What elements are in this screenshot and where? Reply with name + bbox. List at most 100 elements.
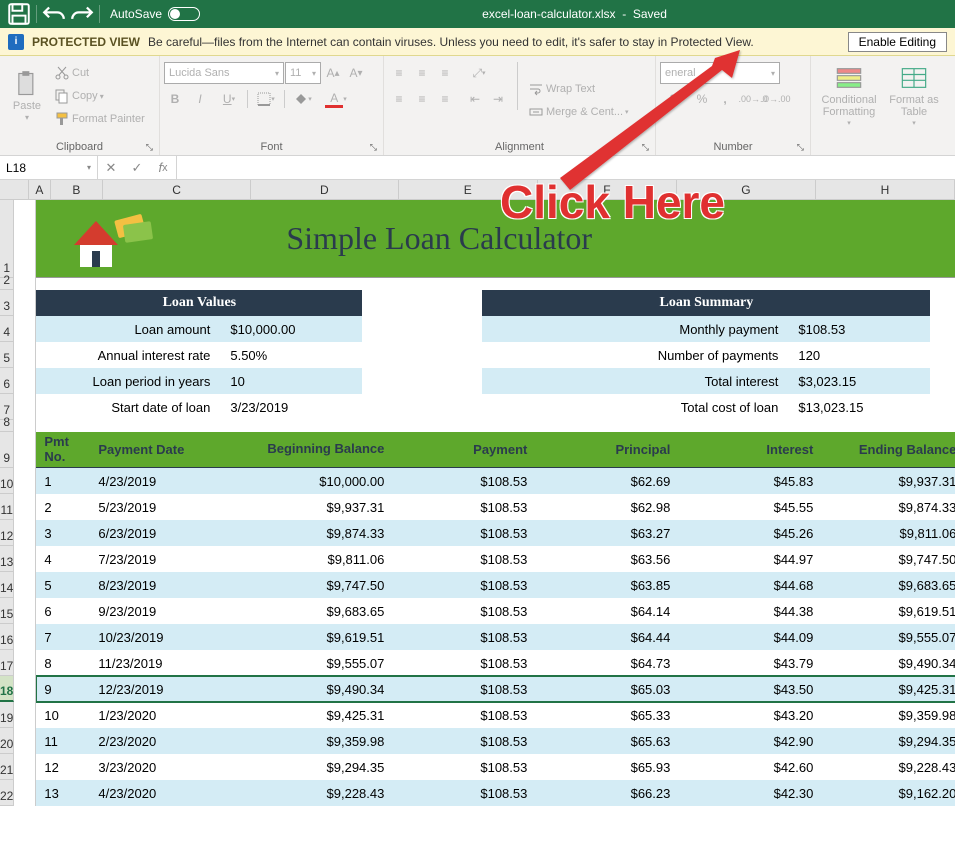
row-header[interactable]: 1	[0, 200, 14, 278]
fill-color-button[interactable]: ▾	[288, 88, 318, 110]
fx-icon[interactable]: fx	[150, 160, 176, 175]
wrap-text-button[interactable]: Wrap Text	[526, 78, 631, 100]
row-header[interactable]: 22	[0, 780, 14, 806]
font-size-select[interactable]: 11▾	[285, 62, 321, 84]
decrease-font-icon[interactable]: A▾	[345, 62, 367, 84]
save-icon[interactable]	[6, 3, 32, 25]
col-header-h[interactable]: H	[816, 180, 955, 199]
col-header-f[interactable]: F	[538, 180, 677, 199]
format-as-table-button[interactable]: Format as Table▾	[885, 58, 943, 134]
payment-row[interactable]: 123/23/2020$9,294.35$108.53$65.93$42.60$…	[36, 754, 955, 780]
increase-font-icon[interactable]: A▴	[322, 62, 344, 84]
row-header[interactable]: 2	[0, 278, 14, 290]
col-ending-balance: Ending Balance	[823, 442, 955, 457]
row-header[interactable]: 9	[0, 432, 14, 468]
font-color-button[interactable]: A▾	[321, 88, 351, 110]
clipboard-group-label: Clipboard⤡	[4, 139, 155, 155]
payment-row[interactable]: 58/23/2019$9,747.50$108.53$63.85$44.68$9…	[36, 572, 955, 598]
row-header[interactable]: 12	[0, 520, 14, 546]
cell-date: 1/23/2020	[90, 708, 242, 723]
row-header[interactable]: 10	[0, 468, 14, 494]
bold-button[interactable]: B	[164, 88, 186, 110]
row-header[interactable]: 8	[0, 420, 14, 432]
row-header[interactable]: 20	[0, 728, 14, 754]
payment-row[interactable]: 134/23/2020$9,228.43$108.53$66.23$42.30$…	[36, 780, 955, 806]
row-header[interactable]: 4	[0, 316, 14, 342]
row-header[interactable]: 6	[0, 368, 14, 394]
undo-icon[interactable]	[41, 3, 67, 25]
paste-button[interactable]: Paste ▾	[4, 58, 50, 134]
col-header-b[interactable]: B	[51, 180, 104, 199]
row-header[interactable]: 18	[0, 676, 14, 702]
comma-button[interactable]: ,	[714, 88, 736, 110]
row-header[interactable]: 17	[0, 650, 14, 676]
redo-icon[interactable]	[69, 3, 95, 25]
conditional-formatting-button[interactable]: Conditional Formatting▾	[815, 58, 883, 134]
payment-row[interactable]: 25/23/2019$9,937.31$108.53$62.98$45.55$9…	[36, 494, 955, 520]
copy-button[interactable]: Copy ▾	[52, 85, 147, 107]
cell-ending: $9,619.51	[823, 604, 955, 619]
decrease-decimal-icon[interactable]: .0→.00	[765, 88, 787, 110]
font-name-select[interactable]: Lucida Sans▾	[164, 62, 284, 84]
italic-button[interactable]: I	[189, 88, 211, 110]
orientation-icon[interactable]: ⤢▾	[464, 62, 494, 84]
row-header[interactable]: 15	[0, 598, 14, 624]
payment-row[interactable]: 811/23/2019$9,555.07$108.53$64.73$43.79$…	[36, 650, 955, 676]
accounting-format-button[interactable]: $▾	[660, 88, 690, 110]
scissors-icon	[54, 65, 70, 81]
align-middle-icon[interactable]: ≡	[411, 62, 433, 84]
align-right-icon[interactable]: ≡	[434, 88, 456, 110]
align-top-icon[interactable]: ≡	[388, 62, 410, 84]
row-header[interactable]: 21	[0, 754, 14, 780]
cancel-formula-icon[interactable]: ✕	[98, 160, 124, 176]
borders-button[interactable]: ▾	[251, 88, 281, 110]
payment-row[interactable]: 710/23/2019$9,619.51$108.53$64.44$44.09$…	[36, 624, 955, 650]
payment-row[interactable]: 69/23/2019$9,683.65$108.53$64.14$44.38$9…	[36, 598, 955, 624]
toggle-off-icon[interactable]	[168, 7, 200, 21]
enable-editing-button[interactable]: Enable Editing	[848, 32, 947, 52]
formula-input[interactable]	[177, 156, 955, 179]
col-header-a[interactable]: A	[29, 180, 50, 199]
payment-row[interactable]: 36/23/2019$9,874.33$108.53$63.27$45.26$9…	[36, 520, 955, 546]
name-box[interactable]: L18▾	[0, 156, 98, 179]
payment-row[interactable]: 101/23/2020$9,425.31$108.53$65.33$43.20$…	[36, 702, 955, 728]
cut-button[interactable]: Cut	[52, 62, 147, 84]
row-header[interactable]: 14	[0, 572, 14, 598]
row-header[interactable]: 19	[0, 702, 14, 728]
enter-formula-icon[interactable]: ✓	[124, 160, 150, 176]
increase-indent-icon[interactable]: ⇥	[487, 88, 509, 110]
cell-pmt-no: 4	[36, 552, 90, 567]
select-all-corner[interactable]	[0, 180, 29, 199]
dialog-launcher-icon[interactable]: ⤡	[146, 142, 153, 153]
underline-button[interactable]: U ▾	[214, 88, 244, 110]
align-center-icon[interactable]: ≡	[411, 88, 433, 110]
payment-row[interactable]: 47/23/2019$9,811.06$108.53$63.56$44.97$9…	[36, 546, 955, 572]
payment-row[interactable]: 912/23/2019$9,490.34$108.53$65.03$43.50$…	[36, 676, 955, 702]
cell-pmt-no: 3	[36, 526, 90, 541]
dialog-launcher-icon[interactable]: ⤡	[370, 142, 377, 153]
row-header[interactable]: 3	[0, 290, 14, 316]
merge-center-button[interactable]: Merge & Cent... ▾	[526, 101, 631, 123]
dialog-launcher-icon[interactable]: ⤡	[642, 142, 649, 153]
cell-principal: $65.63	[537, 734, 680, 749]
row-header[interactable]: 16	[0, 624, 14, 650]
format-painter-button[interactable]: Format Painter	[52, 108, 147, 130]
percent-button[interactable]: %	[691, 88, 713, 110]
number-format-select[interactable]: eneral▾	[660, 62, 780, 84]
row-header[interactable]: 11	[0, 494, 14, 520]
col-header-e[interactable]: E	[399, 180, 538, 199]
payment-row[interactable]: 14/23/2019$10,000.00$108.53$62.69$45.83$…	[36, 468, 955, 494]
dialog-launcher-icon[interactable]: ⤡	[797, 142, 804, 153]
align-left-icon[interactable]: ≡	[388, 88, 410, 110]
row-header[interactable]: 13	[0, 546, 14, 572]
col-header-g[interactable]: G	[677, 180, 816, 199]
row-header[interactable]: 5	[0, 342, 14, 368]
sheet-content[interactable]: Simple Loan Calculator Loan Values Loan …	[14, 200, 955, 806]
autosave-toggle[interactable]: AutoSave	[110, 7, 200, 21]
col-header-d[interactable]: D	[251, 180, 399, 199]
align-bottom-icon[interactable]: ≡	[434, 62, 456, 84]
ribbon-group-alignment: ≡ ≡ ≡ ⤢▾ ≡ ≡ ≡ ⇤ ⇥ Wrap Text Merge	[384, 56, 656, 155]
payment-row[interactable]: 112/23/2020$9,359.98$108.53$65.63$42.90$…	[36, 728, 955, 754]
col-header-c[interactable]: C	[103, 180, 251, 199]
decrease-indent-icon[interactable]: ⇤	[464, 88, 486, 110]
